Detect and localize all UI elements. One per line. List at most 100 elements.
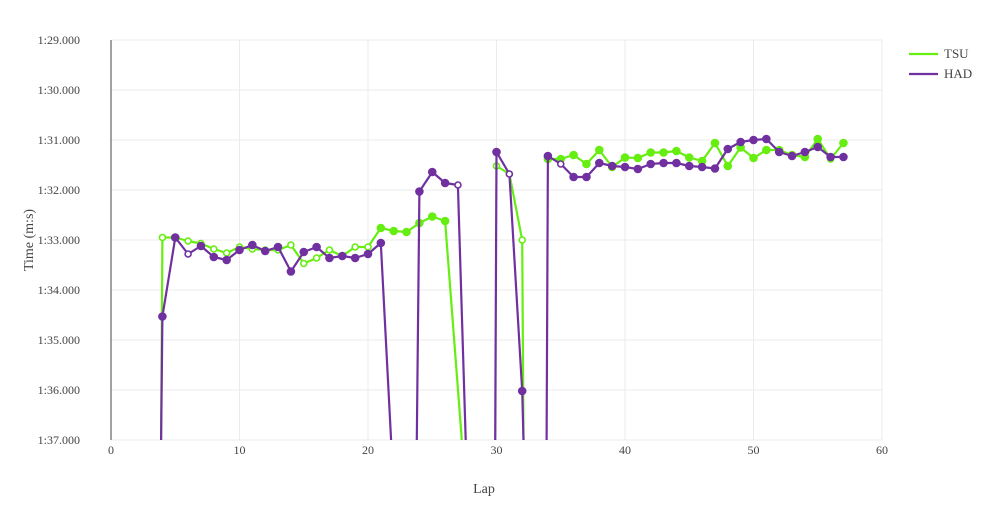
data-point-had (569, 172, 578, 182)
data-point-had (543, 151, 553, 161)
data-point-had (736, 137, 745, 147)
data-point-tsu (287, 241, 295, 249)
series-line-had (494, 150, 525, 440)
x-tick-label: 50 (748, 443, 760, 457)
data-point-had (363, 249, 373, 259)
data-point-had (556, 160, 565, 168)
data-point-had (325, 253, 334, 263)
data-point-had (659, 158, 668, 168)
data-point-had (376, 238, 386, 248)
plot-area (158, 134, 848, 440)
data-point-had (710, 164, 720, 173)
x-tick-label: 20 (362, 443, 374, 457)
data-point-had (749, 135, 758, 145)
x-tick-label: 30 (491, 443, 503, 457)
data-point-tsu (633, 153, 643, 163)
data-point-had (672, 158, 681, 168)
data-point-tsu (325, 246, 334, 254)
data-point-had (312, 242, 321, 252)
data-point-had (633, 164, 643, 174)
data-point-tsu (762, 145, 771, 155)
data-point-had (209, 252, 219, 262)
data-point-had (787, 151, 797, 161)
data-point-tsu (620, 153, 630, 162)
data-point-had (620, 162, 630, 172)
data-point-had (196, 241, 206, 251)
data-point-tsu (710, 138, 720, 148)
legend-label-had: HAD (944, 66, 972, 81)
data-point-had (505, 170, 514, 178)
y-tick-label: 1:29.000 (38, 33, 80, 47)
x-tick-label: 60 (876, 443, 888, 457)
data-point-had (273, 242, 283, 252)
data-point-had (260, 246, 270, 256)
data-point-had (839, 152, 848, 162)
series-tsu (158, 134, 848, 440)
data-point-had (517, 386, 527, 396)
data-point-had (286, 267, 296, 276)
x-tick-label: 0 (108, 443, 114, 457)
series-line-tsu (495, 165, 525, 440)
series-line-had (160, 236, 393, 440)
y-tick-label: 1:30.000 (38, 83, 80, 97)
data-point-had (184, 250, 192, 258)
data-point-had (454, 181, 462, 189)
data-point-tsu (839, 138, 848, 148)
y-tick-label: 1:32.000 (38, 183, 80, 197)
data-point-had (350, 253, 360, 263)
y-tick-label: 1:34.000 (38, 283, 80, 297)
y-tick-label: 1:31.000 (38, 133, 80, 147)
data-point-had (492, 147, 501, 157)
data-point-had (800, 147, 810, 157)
data-point-tsu (299, 259, 308, 268)
data-point-had (595, 158, 604, 168)
data-point-tsu (595, 145, 604, 155)
data-point-had (826, 152, 835, 162)
data-point-had (248, 240, 257, 250)
data-point-tsu (351, 243, 359, 251)
data-point-tsu (813, 134, 823, 144)
data-point-tsu (440, 216, 450, 226)
data-point-had (440, 178, 450, 188)
data-point-tsu (389, 226, 399, 236)
data-point-had (299, 247, 309, 257)
data-point-tsu (184, 237, 192, 245)
data-point-tsu (582, 159, 591, 169)
data-point-tsu (427, 212, 437, 221)
x-axis-title: Lap (473, 482, 495, 497)
data-point-had (582, 172, 591, 182)
data-point-tsu (569, 150, 578, 160)
data-point-had (646, 159, 656, 169)
y-tick-label: 1:33.000 (38, 233, 80, 247)
data-point-tsu (364, 243, 372, 251)
y-axis-title: Time (m:s) (22, 209, 37, 271)
axes: 0 10 20 30 40 50 60 1:29.000 1:30.000 1:31.000 1:3… (38, 33, 888, 457)
y-tick-label: 1:37.000 (38, 433, 80, 447)
y-tick-label: 1:36.000 (38, 383, 80, 397)
data-point-had (170, 233, 180, 242)
data-point-tsu (659, 148, 668, 157)
data-point-tsu (518, 236, 527, 244)
data-point-had (723, 144, 733, 154)
data-point-had (774, 147, 784, 157)
data-point-tsu (723, 161, 733, 171)
data-point-tsu (210, 245, 218, 253)
data-point-had (158, 312, 167, 321)
data-point-tsu (749, 153, 758, 163)
data-point-had (222, 255, 231, 265)
data-point-tsu (646, 148, 656, 157)
y-tick-label: 1:35.000 (38, 333, 80, 347)
legend: TSU HAD (909, 46, 972, 81)
data-point-had (235, 245, 244, 255)
data-point-tsu (376, 223, 386, 233)
data-point-had (813, 142, 823, 152)
series-line-had (415, 170, 467, 440)
legend-label-tsu: TSU (944, 46, 969, 61)
data-point-tsu (158, 233, 167, 242)
data-point-tsu (684, 153, 694, 162)
data-point-had (697, 162, 707, 172)
data-point-tsu (672, 146, 681, 156)
data-point-had (762, 134, 771, 144)
